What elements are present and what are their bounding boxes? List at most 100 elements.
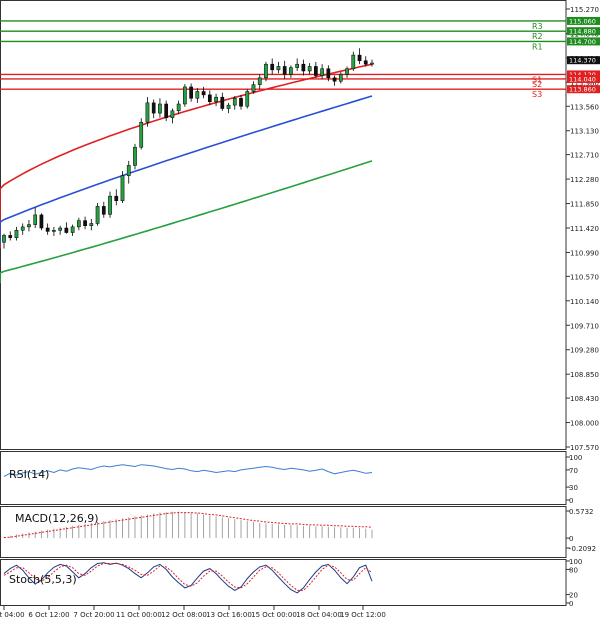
stoch-tick-label: 0 (569, 600, 573, 608)
bull-candle (289, 67, 293, 75)
price-tick-label: 115.270 (570, 6, 599, 14)
bull-candle (58, 227, 62, 231)
bull-candle (257, 77, 262, 85)
macd-panel: 0.5732 0 -0.2092 MACD(12,26,9) (0, 506, 596, 558)
bear-candle (39, 214, 44, 229)
price-tick-label: 112.710 (570, 152, 599, 160)
bear-candle (363, 60, 368, 65)
level-value-badge (567, 37, 600, 46)
price-tick-label: 108.850 (570, 371, 599, 379)
time-tick-label: 6 Oct 12:00 (28, 611, 69, 619)
rsi-title: RSI(14) (9, 468, 49, 481)
bear-candle (301, 63, 306, 72)
macd-tick-label: 0 (569, 535, 573, 543)
level-label-r2: R2 (532, 32, 543, 41)
level-value-label: 114.700 (569, 38, 596, 46)
bull-candle (295, 63, 300, 68)
bull-candle (195, 91, 200, 99)
stoch-title: Stoch(5,5,3) (9, 573, 77, 586)
bull-candle (307, 66, 312, 72)
bull-candle (108, 195, 112, 215)
macd-panel-frame (0, 506, 567, 558)
rsi-line (3, 464, 373, 477)
bear-candle (282, 66, 287, 75)
bull-candle (214, 96, 218, 102)
bull-candle (126, 165, 131, 176)
current-price-label: 114.370 (569, 57, 596, 65)
bull-candle (76, 220, 81, 228)
moving-average-line-1 (0, 63, 373, 249)
level-value-label: 114.880 (569, 28, 596, 36)
time-tick-label: 13 Oct 16:00 (206, 611, 252, 619)
stoch-tick-label: 80 (569, 566, 578, 574)
macd-title: MACD(12,26,9) (15, 512, 99, 525)
price-tick-label: 112.280 (570, 176, 599, 184)
level-value-badge (567, 74, 600, 83)
price-tick-label: 110.990 (570, 249, 599, 257)
bull-candle (33, 214, 38, 225)
time-tick-label: 5 Oct 04:00 (0, 611, 25, 619)
time-tick-label: 18 Oct 04:00 (296, 611, 342, 619)
bull-candle (20, 226, 25, 231)
bear-candle (314, 66, 318, 76)
bull-candle (2, 235, 6, 243)
bull-candle (133, 146, 137, 166)
price-tick-label: 108.000 (570, 420, 599, 428)
price-tick-label: 111.420 (570, 225, 599, 233)
bull-candle (27, 224, 31, 228)
time-tick-label: 12 Oct 08:00 (161, 611, 207, 619)
moving-average-line-2 (0, 95, 373, 244)
bear-candle (45, 227, 50, 232)
rsi-tick-label: 0 (569, 497, 573, 505)
macd-signal-line (3, 512, 373, 539)
bull-candle (251, 84, 256, 92)
bear-candle (357, 54, 362, 62)
bear-candle (83, 220, 87, 226)
level-value-label: 115.060 (569, 17, 596, 25)
level-value-badge (567, 70, 600, 79)
stoch-tick-label: 100 (569, 558, 582, 566)
price-tick-label: 109.710 (570, 322, 599, 330)
level-value-badge (567, 27, 600, 36)
bull-candle (183, 86, 187, 105)
time-tick-label: 19 Oct 12:00 (340, 611, 386, 619)
level-value-label: 113.860 (569, 86, 596, 94)
rsi-panel-frame (0, 451, 567, 505)
bull-candle (95, 206, 100, 224)
bull-candle (320, 68, 324, 76)
price-tick-label: 113.130 (570, 128, 599, 136)
price-tick-label: 109.280 (570, 347, 599, 355)
bear-candle (201, 91, 206, 96)
bull-candle (226, 104, 231, 109)
bull-candle (245, 91, 250, 107)
bull-candle (70, 226, 75, 233)
bear-candle (64, 227, 69, 233)
bear-candle (164, 103, 169, 118)
current-price-badge (567, 56, 600, 65)
price-tick-label: 110.570 (570, 273, 599, 281)
stoch-panel-frame (0, 559, 567, 606)
moving-average-line-3 (0, 160, 373, 284)
bear-candle (8, 235, 13, 238)
level-label-s2: S2 (532, 80, 542, 89)
time-tick-label: 15 Oct 00:00 (251, 611, 297, 619)
rsi-tick-label: 70 (569, 467, 578, 475)
bear-candle (151, 102, 156, 114)
bull-candle (158, 103, 162, 114)
bear-candle (270, 63, 275, 71)
level-value-label: 114.040 (569, 75, 596, 83)
bull-candle (276, 66, 281, 71)
bull-candle (89, 223, 94, 226)
price-tick-label: 113.980 (570, 79, 599, 87)
rsi-tick-label: 100 (569, 454, 582, 462)
time-tick-label: 11 Oct 00:00 (116, 611, 162, 619)
level-label-r3: R3 (532, 22, 543, 31)
bull-candle (120, 175, 125, 201)
level-value-label: 114.120 (569, 71, 596, 79)
bear-candle (332, 77, 337, 82)
bull-candle (170, 110, 175, 118)
bull-candle (139, 121, 144, 148)
